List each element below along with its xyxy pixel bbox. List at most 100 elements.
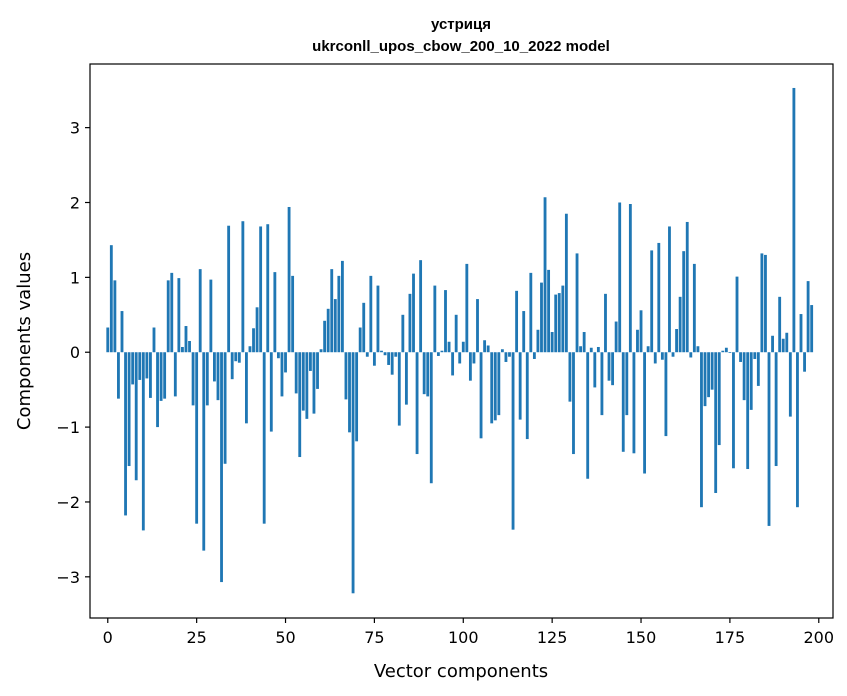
bar-168: [703, 352, 707, 407]
bar-1: [109, 245, 113, 353]
bar-140: [604, 293, 607, 353]
bar-80: [390, 352, 394, 375]
bar-145: [621, 352, 625, 452]
bar-77: [380, 350, 383, 353]
bar-24: [191, 352, 195, 406]
bar-93: [436, 352, 440, 356]
bar-154: [653, 352, 657, 364]
bar-79: [387, 352, 391, 365]
bar-44: [262, 352, 266, 524]
bar-174: [724, 347, 728, 353]
bar-46: [269, 352, 273, 432]
bar-186: [767, 352, 771, 526]
bar-190: [781, 338, 785, 353]
bar-148: [632, 352, 636, 454]
bar-55: [301, 352, 305, 411]
bar-142: [611, 352, 615, 386]
bar-41: [252, 328, 255, 353]
bar-28: [205, 352, 209, 406]
bar-137: [593, 352, 597, 388]
bar-167: [700, 352, 703, 508]
bar-193: [792, 87, 796, 353]
bar-183: [756, 352, 760, 386]
bar-71: [358, 327, 362, 353]
bar-155: [657, 242, 661, 353]
bar-197: [806, 281, 810, 353]
bar-157: [664, 352, 668, 437]
bar-102: [468, 352, 472, 381]
bar-158: [668, 226, 671, 353]
bar-75: [372, 352, 376, 366]
x-axis-ticks: 0 25 50 75 100 125 150 175 200: [103, 618, 834, 647]
x-tick-label: 100: [448, 628, 479, 647]
bar-182: [753, 352, 757, 359]
bar-129: [564, 213, 568, 353]
bar-34: [227, 225, 231, 353]
bar-20: [177, 278, 181, 353]
bar-136: [589, 347, 593, 353]
bar-171: [714, 352, 718, 493]
bar-45: [266, 224, 270, 353]
bar-152: [646, 346, 650, 353]
bar-100: [461, 341, 465, 353]
bar-97: [451, 352, 455, 376]
bar-51: [287, 206, 291, 353]
bar-60: [319, 349, 323, 353]
y-tick-label: −2: [56, 493, 80, 512]
bar-177: [735, 276, 739, 353]
bar-86: [412, 273, 415, 353]
bar-53: [294, 352, 298, 394]
bar-76: [376, 285, 380, 353]
bar-119: [529, 272, 533, 353]
bar-133: [579, 346, 583, 353]
bar-185: [764, 254, 767, 353]
bar-99: [458, 352, 462, 364]
x-tick-label: 25: [186, 628, 206, 647]
bar-29: [209, 279, 213, 353]
bar-4: [120, 311, 124, 353]
bar-151: [643, 352, 646, 474]
bar-189: [778, 296, 782, 353]
bar-108: [490, 352, 494, 424]
bar-64: [333, 299, 337, 353]
bar-90: [426, 352, 430, 397]
x-tick-label: 0: [103, 628, 113, 647]
bar-194: [796, 352, 799, 508]
bar-12: [149, 352, 152, 398]
bar-50: [284, 352, 287, 373]
plot-frame: [89, 63, 834, 619]
bar-22: [184, 326, 188, 353]
bar-82: [397, 352, 401, 426]
bar-49: [280, 352, 284, 397]
bar-147: [628, 204, 632, 353]
bar-114: [511, 352, 515, 530]
bar-92: [433, 285, 437, 353]
bar-195: [799, 314, 803, 353]
bar-5: [124, 352, 127, 516]
bar-124: [547, 269, 551, 353]
bar-172: [717, 352, 721, 446]
bar-63: [330, 269, 334, 353]
bar-74: [369, 275, 373, 353]
bar-43: [259, 226, 263, 353]
bar-138: [596, 346, 600, 353]
bar-184: [760, 253, 764, 353]
bar-11: [145, 352, 149, 379]
bar-163: [685, 221, 689, 353]
y-axis-ticks: −3 −2 −1 0 1 2 3: [56, 119, 90, 587]
bar-180: [746, 352, 750, 470]
bar-62: [326, 308, 330, 353]
bar-135: [586, 352, 590, 479]
bar-30: [213, 352, 216, 382]
y-tick-label: 1: [70, 268, 80, 287]
bar-115: [515, 290, 519, 353]
bar-21: [181, 346, 184, 353]
bar-106: [483, 340, 487, 353]
bar-68: [348, 352, 351, 433]
bar-105: [479, 352, 483, 439]
y-tick-label: −1: [56, 418, 80, 437]
bar-0: [106, 327, 110, 353]
bar-166: [696, 346, 700, 353]
bar-36: [234, 352, 238, 362]
